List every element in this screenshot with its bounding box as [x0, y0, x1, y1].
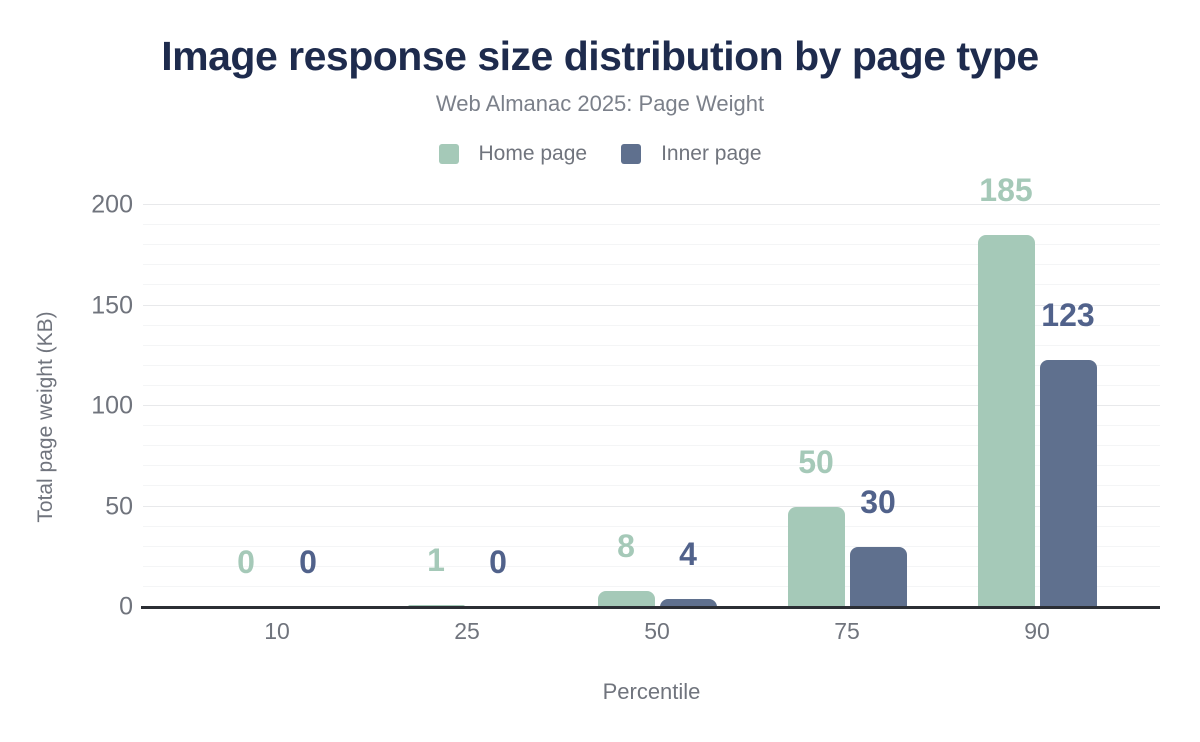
y-tick-label: 50 [105, 492, 133, 520]
gridline [143, 264, 1160, 266]
x-tick-label: 90 [1024, 618, 1050, 644]
y-tick-label: 150 [91, 291, 133, 319]
bar [849, 546, 907, 607]
gridline [143, 244, 1160, 246]
x-tick-label: 10 [264, 618, 290, 644]
bar-value-label: 1 [427, 542, 445, 578]
gridline [143, 565, 1160, 567]
gridline [143, 344, 1160, 346]
gridline [143, 284, 1160, 286]
y-tick-label: 200 [91, 190, 133, 219]
bar [659, 598, 717, 607]
gridline [143, 384, 1160, 386]
bar [597, 590, 655, 607]
bar-value-label: 185 [979, 172, 1033, 209]
bar [787, 506, 845, 607]
plot-area: 0 50 100 150 200 0 0 10 1 0 25 8 4 50 50 30 75 185 123 90 [91, 174, 1160, 643]
gridline [143, 405, 1160, 406]
legend-label: Inner page [661, 142, 762, 165]
bar-value-label: 4 [679, 535, 697, 572]
bar [1039, 359, 1097, 607]
gridline [143, 204, 1160, 205]
bar-value-label: 8 [617, 527, 635, 564]
chart-title: Image response size distribution by page… [161, 33, 1039, 79]
gridline [143, 505, 1160, 507]
chart-subtitle: Web Almanac 2025: Page Weight [435, 91, 765, 116]
bar [977, 235, 1035, 607]
x-tick-label: 50 [644, 618, 670, 644]
bar-value-label: 0 [299, 544, 317, 580]
x-tick-label: 75 [834, 618, 860, 644]
y-axis-title: Total page weight (KB) [34, 311, 57, 523]
legend-swatch [438, 144, 459, 164]
bar-value-label: 0 [237, 544, 255, 580]
x-axis-title: Percentile [602, 679, 701, 704]
legend-item-home-page: Home page [438, 142, 588, 166]
legend: Home page Inner page [0, 142, 1200, 166]
y-tick-label: 0 [119, 592, 133, 621]
gridline [143, 304, 1160, 306]
gridline [143, 224, 1160, 226]
legend-swatch [621, 144, 642, 164]
legend-item-inner-page: Inner page [621, 142, 762, 166]
x-axis-line [141, 606, 1160, 609]
legend-label: Home page [478, 142, 588, 165]
gridline [143, 485, 1160, 487]
x-tick-label: 25 [454, 618, 480, 644]
gridline [143, 324, 1160, 326]
bar-value-label: 0 [489, 544, 507, 580]
y-tick-label: 100 [91, 391, 133, 420]
gridline [143, 364, 1160, 366]
gridline [143, 445, 1160, 447]
bar-value-label: 50 [798, 443, 834, 480]
gridline [143, 585, 1160, 587]
gridline [143, 525, 1160, 527]
gridline [143, 425, 1160, 427]
gridline [143, 465, 1160, 467]
bar-value-label: 123 [1041, 296, 1095, 333]
bar-value-label: 30 [860, 483, 896, 520]
gridline [143, 545, 1160, 547]
